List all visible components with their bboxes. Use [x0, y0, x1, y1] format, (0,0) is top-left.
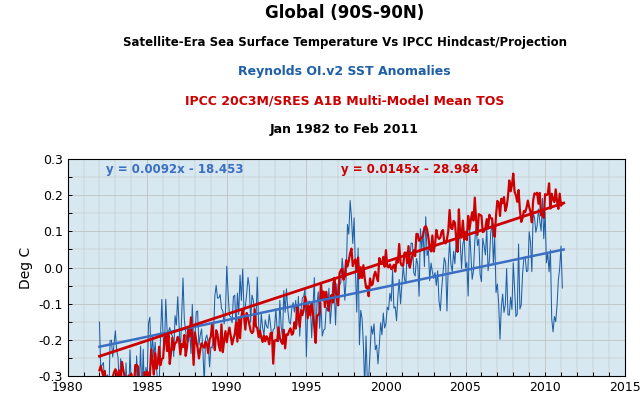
Text: Reynolds OI.v2 SST Anomalies: Reynolds OI.v2 SST Anomalies [238, 65, 451, 78]
Text: IPCC 20C3M/SRES A1B Multi-Model Mean TOS: IPCC 20C3M/SRES A1B Multi-Model Mean TOS [185, 94, 504, 107]
Text: Satellite-Era Sea Surface Temperature Vs IPCC Hindcast/Projection: Satellite-Era Sea Surface Temperature Vs… [122, 36, 567, 48]
Text: y = 0.0145x - 28.984: y = 0.0145x - 28.984 [341, 163, 479, 176]
Text: Jan 1982 to Feb 2011: Jan 1982 to Feb 2011 [270, 123, 419, 136]
Y-axis label: Deg C: Deg C [19, 246, 33, 289]
Text: Global (90S-90N): Global (90S-90N) [265, 4, 424, 22]
Text: y = 0.0092x - 18.453: y = 0.0092x - 18.453 [106, 163, 243, 176]
